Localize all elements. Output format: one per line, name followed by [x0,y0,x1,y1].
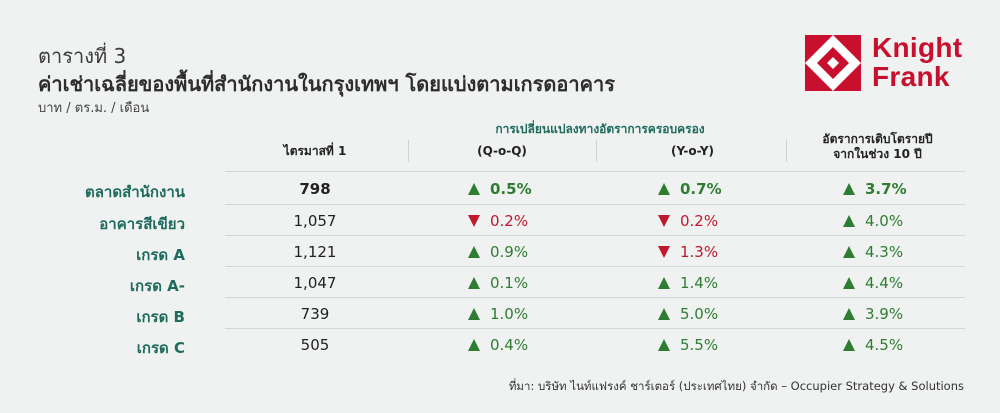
row-divider [225,204,965,205]
arrow-up-icon [468,246,480,258]
qoq-value: 0.9% [490,243,529,261]
page-title: ค่าเช่าเฉลี่ยของพื้นที่สำนักงานในกรุงเทพ… [38,72,615,96]
quarter-rent-value: 1,057 [293,212,337,230]
logo-line-1: Knight [872,32,963,63]
arrow-up-icon [843,215,855,227]
arrow-down-icon [468,215,480,227]
qoq-change: 0.2% [468,212,528,230]
arrow-up-icon [468,183,480,195]
arrow-up-icon [843,339,855,351]
arrow-up-icon [843,246,855,258]
qoq-change: 1.0% [468,305,528,323]
column-header-quarter: ไตรมาสที่ 1 [283,143,347,158]
qoq-value: 0.1% [490,274,529,292]
row-divider [225,171,965,172]
arrow-up-icon [843,308,855,320]
yoy-value: 5.5% [680,336,719,354]
qoq-change: 0.5% [468,180,532,198]
yoy-change: 1.3% [658,243,718,261]
yoy-value: 1.3% [680,243,719,261]
column-divider [408,140,409,162]
arrow-up-icon [468,277,480,289]
column-header-qoq: (Q-o-Q) [477,144,527,158]
logo-mark-icon [805,35,861,91]
table-number: ตารางที่ 3 [38,44,127,68]
qoq-value: 1.0% [490,305,529,323]
qoq-value: 0.2% [490,212,529,230]
column-header-cagr-line1: อัตราการเติบโตรายปี [822,132,933,146]
column-header-yoy: (Y-o-Y) [670,144,715,158]
cagr-change: 4.3% [843,243,903,261]
arrow-up-icon [658,183,670,195]
column-header-cagr-line2: จากในช่วง 10 ปี [833,147,922,161]
quarter-rent-value: 1,121 [293,243,337,261]
cagr-change: 3.7% [843,180,907,198]
occupancy-change-group-header: การเปลี่ยนแปลงทางอัตราการครอบครอง [495,122,705,136]
arrow-up-icon [843,183,855,195]
column-header-cagr: อัตราการเติบโตรายปี จากในช่วง 10 ปี [790,132,965,161]
logo-line-2: Frank [872,61,950,92]
row-divider [225,266,965,267]
cagr-change: 4.4% [843,274,903,292]
cagr-value: 3.7% [865,180,907,198]
cagr-value: 4.0% [865,212,904,230]
yoy-change: 1.4% [658,274,718,292]
arrow-up-icon [843,277,855,289]
knight-frank-logo: Knight Frank [805,33,965,95]
yoy-change: 0.7% [658,180,722,198]
row-divider [225,235,965,236]
row-label: เกรด C [136,339,185,357]
quarter-rent-value: 1,047 [293,274,337,292]
arrow-up-icon [658,277,670,289]
quarter-rent-value: 739 [300,305,330,323]
logo-text: Knight Frank [872,33,962,91]
row-label: อาคารสีเขียว [99,215,185,233]
yoy-value: 1.4% [680,274,719,292]
yoy-change: 0.2% [658,212,718,230]
yoy-value: 0.7% [680,180,722,198]
column-divider [786,140,787,162]
arrow-up-icon [468,339,480,351]
row-label: เกรด B [136,308,185,326]
row-divider [225,297,965,298]
column-divider [596,140,597,162]
arrow-up-icon [658,339,670,351]
row-divider [225,328,965,329]
quarter-rent-value: 505 [300,336,330,354]
qoq-change: 0.4% [468,336,528,354]
arrow-up-icon [468,308,480,320]
cagr-change: 3.9% [843,305,903,323]
quarter-rent-value: 798 [299,180,331,198]
cagr-value: 4.3% [865,243,904,261]
qoq-change: 0.9% [468,243,528,261]
row-label: เกรด A [136,246,185,264]
qoq-value: 0.5% [490,180,532,198]
cagr-change: 4.0% [843,212,903,230]
qoq-value: 0.4% [490,336,529,354]
unit-label: บาท / ตร.ม. / เดือน [38,101,150,116]
row-label: ตลาดสำนักงาน [84,183,185,201]
cagr-change: 4.5% [843,336,903,354]
arrow-down-icon [658,246,670,258]
row-label: เกรด A- [129,277,185,295]
cagr-value: 4.4% [865,274,904,292]
qoq-change: 0.1% [468,274,528,292]
arrow-down-icon [658,215,670,227]
yoy-value: 0.2% [680,212,719,230]
cagr-value: 4.5% [865,336,904,354]
arrow-up-icon [658,308,670,320]
cagr-value: 3.9% [865,305,904,323]
yoy-change: 5.0% [658,305,718,323]
yoy-value: 5.0% [680,305,719,323]
yoy-change: 5.5% [658,336,718,354]
source-note: ที่มา: บริษัท ไนท์แฟรงค์ ชาร์เตอร์ (ประเ… [508,379,964,393]
